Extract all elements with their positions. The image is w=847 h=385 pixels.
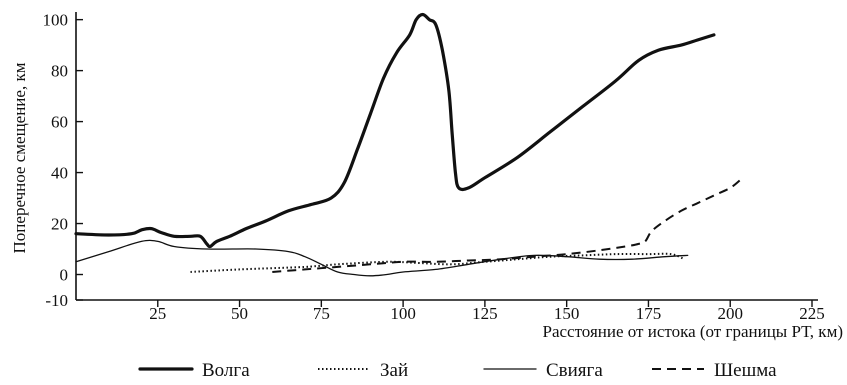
y-tick-label: 100	[43, 11, 69, 30]
y-ticks: -10 0 20 40 60 80 100	[43, 11, 83, 310]
x-tick-label: 75	[313, 304, 330, 323]
axes	[75, 12, 818, 301]
series-line-3	[75, 239, 689, 277]
x-axis-title: Расстояние от истока (от границы РТ, км)	[542, 322, 843, 341]
x-tick-label: 200	[717, 304, 743, 323]
x-tick-label: 175	[636, 304, 662, 323]
x-ticks: 25 50 75 100 125 150 175 200 225	[149, 300, 825, 323]
series-line-4	[272, 179, 741, 273]
y-tick-label: 40	[51, 164, 68, 183]
y-axis-title: Поперечное смещение, км	[10, 62, 29, 253]
x-tick-label: 125	[472, 304, 498, 323]
legend: Волга Зай Свияга Шешма	[138, 360, 777, 381]
x-tick-label: 150	[554, 304, 580, 323]
y-tick-label: 80	[51, 62, 68, 81]
y-tick-label: 60	[51, 113, 68, 132]
legend-label-4: Шешма	[714, 360, 777, 381]
legend-label-1: Волга	[202, 360, 250, 381]
x-tick-label: 50	[231, 304, 248, 323]
x-tick-label: 225	[799, 304, 825, 323]
y-tick-label: -10	[45, 291, 68, 310]
x-tick-label: 100	[390, 304, 416, 323]
series-line-2	[190, 252, 685, 273]
x-tick-label: 25	[149, 304, 166, 323]
series-layer	[74, 12, 741, 277]
legend-label-2: Зай	[380, 360, 408, 381]
y-tick-label: 0	[60, 266, 69, 285]
y-tick-label: 20	[51, 215, 68, 234]
legend-label-3: Свияга	[546, 360, 603, 381]
series-line-1	[74, 12, 716, 249]
